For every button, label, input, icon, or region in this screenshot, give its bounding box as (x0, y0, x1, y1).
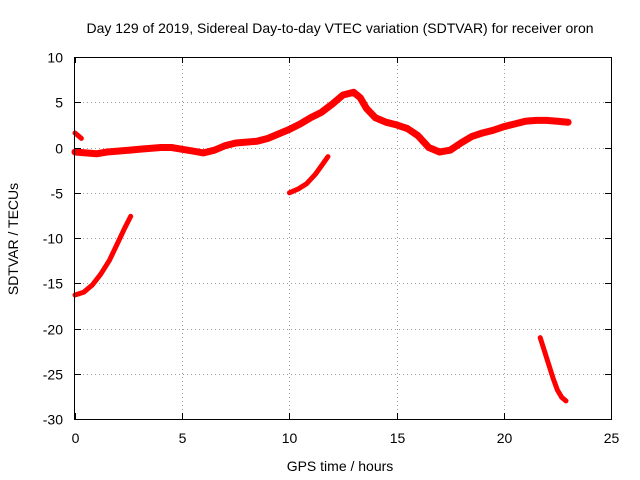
y-tick-label: -30 (43, 412, 63, 428)
x-tick-label: 25 (604, 430, 620, 446)
x-tick-label: 0 (72, 430, 80, 446)
series-line-1 (71, 88, 572, 158)
data-series (71, 88, 572, 404)
x-axis-label: GPS time / hours (287, 458, 394, 474)
y-axis-label: SDTVAR / TECUs (5, 183, 21, 295)
y-tick-label: -10 (43, 231, 63, 247)
series-line-4 (286, 154, 331, 196)
grid-lines (75, 57, 611, 419)
x-tick-label: 20 (497, 430, 513, 446)
y-tick-label: -25 (43, 367, 63, 383)
y-tick-label: 10 (47, 50, 63, 66)
chart-title: Day 129 of 2019, Sidereal Day-to-day VTE… (86, 20, 593, 36)
x-tick-label: 5 (179, 430, 187, 446)
y-tick-label: 5 (55, 95, 63, 111)
y-tick-label: 0 (55, 141, 63, 157)
x-tick-label: 10 (282, 430, 298, 446)
x-tick-label: 15 (390, 430, 406, 446)
plot-frame (74, 57, 612, 420)
y-tick-label: -15 (43, 276, 63, 292)
y-tick-label: -5 (51, 186, 64, 202)
series-line-5 (537, 335, 569, 404)
series-line-3 (72, 213, 134, 298)
axis-ticks: 0 5 10 15 20 25 10 5 0 -5 -10 -15 -20 -25 -30 (43, 50, 620, 447)
series-line-2 (72, 130, 84, 141)
y-tick-label: -20 (43, 322, 63, 338)
